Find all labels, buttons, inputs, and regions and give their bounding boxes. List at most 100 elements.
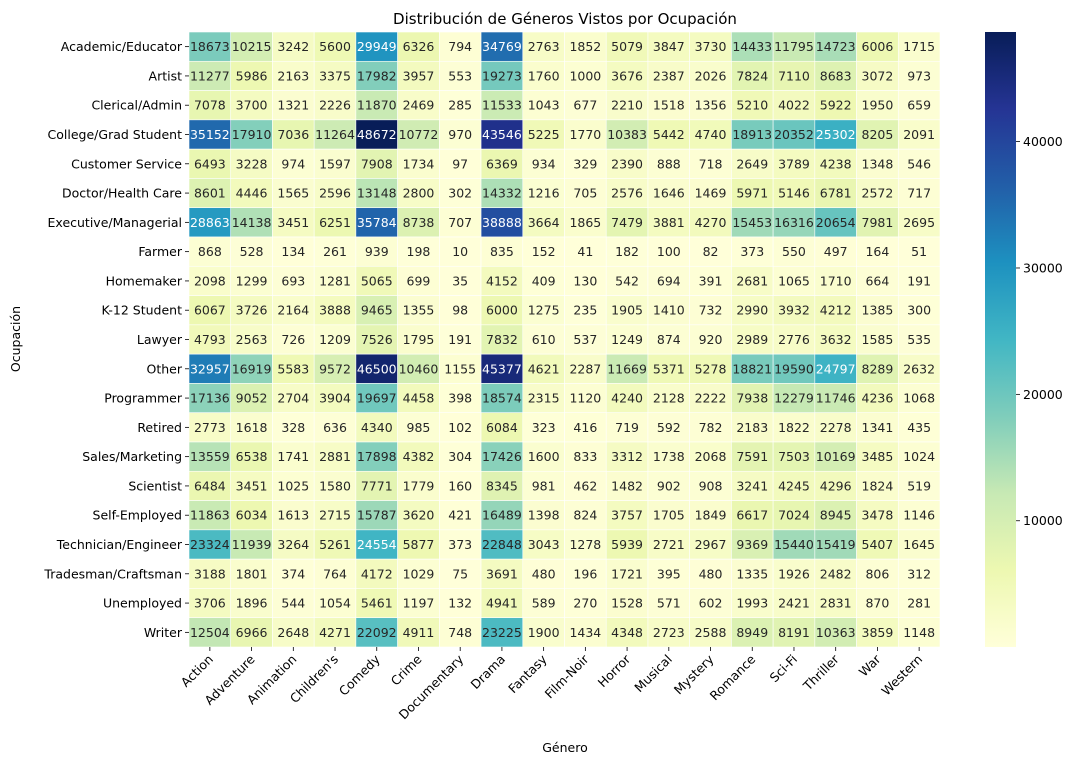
cell-value-label: 4236	[862, 391, 894, 406]
column-tick-label: Thriller	[799, 651, 842, 694]
cell-value-label: 3676	[611, 68, 643, 83]
row-tick-label: Scientist	[128, 478, 182, 493]
heatmap-cell	[897, 178, 941, 209]
heatmap-cell	[647, 207, 690, 238]
heatmap-cell	[522, 324, 565, 355]
cell-value-label: 5971	[736, 186, 768, 201]
heatmap-cell	[313, 90, 357, 121]
heatmap-cell	[605, 441, 649, 472]
cell-value-label: 3264	[277, 537, 309, 552]
cell-value-label: 602	[699, 596, 723, 611]
heatmap-cell	[522, 178, 565, 209]
cell-value-label: 528	[240, 244, 264, 259]
cell-value-label: 908	[699, 478, 723, 493]
cell-value-label: 939	[365, 244, 389, 259]
heatmap-cell	[355, 412, 398, 443]
cell-value-label: 4382	[403, 449, 435, 464]
cell-value-label: 1356	[695, 98, 727, 113]
cell-value-label: 7479	[611, 215, 643, 230]
heatmap-cell	[480, 265, 524, 296]
heatmap-cell	[355, 265, 398, 296]
cell-value-label: 102	[448, 420, 472, 435]
row-tick-label: Executive/Managerial	[48, 215, 182, 230]
cell-value-label: 152	[532, 244, 556, 259]
cell-value-label: 35	[452, 273, 468, 288]
heatmap-cell	[480, 470, 524, 501]
cell-value-label: 5146	[778, 186, 810, 201]
cell-value-label: 13559	[190, 449, 230, 464]
colorbar: 10000 20000 30000 40000	[985, 32, 1063, 647]
cell-value-label: 693	[281, 273, 305, 288]
heatmap-cell	[689, 588, 732, 619]
cell-value-label: 3451	[277, 215, 309, 230]
row-tick-label: Doctor/Health Care	[62, 186, 182, 201]
cell-value-label: 1148	[903, 625, 935, 640]
heatmap-cell	[647, 558, 690, 589]
cell-value-label: 5939	[611, 537, 643, 552]
cell-value-label: 7503	[778, 449, 810, 464]
row-tick-label: Tradesman/Craftsman	[43, 566, 182, 581]
cell-value-label: 2315	[528, 391, 560, 406]
cell-value-label: 11277	[190, 68, 230, 83]
cell-value-label: 11863	[190, 508, 230, 523]
cell-value-label: 98	[452, 303, 468, 318]
heatmap-cell	[480, 529, 524, 560]
cell-value-label: 1065	[778, 273, 810, 288]
heatmap-cell	[814, 529, 857, 560]
cell-value-label: 300	[907, 303, 931, 318]
heatmap-cell	[647, 470, 690, 501]
heatmap-cell	[439, 90, 482, 121]
heatmap-cell	[480, 31, 524, 62]
row-tick-label: Lawyer	[137, 332, 183, 347]
heatmap-cell	[897, 617, 941, 648]
column-tick-label: Action	[178, 652, 216, 690]
cell-value-label: 8945	[820, 508, 852, 523]
row-tick-label: Writer	[144, 625, 183, 640]
heatmap-cell	[439, 558, 482, 589]
cell-value-label: 17910	[232, 127, 272, 142]
cell-value-label: 553	[448, 68, 472, 83]
heatmap-cell	[230, 617, 273, 648]
heatmap-cell	[814, 295, 857, 326]
heatmap-cell	[397, 383, 440, 414]
heatmap-cell	[647, 353, 690, 384]
cell-value-label: 1993	[736, 596, 768, 611]
cell-value-label: 748	[448, 625, 472, 640]
cell-value-label: 2967	[695, 537, 727, 552]
cell-value-label: 4621	[528, 361, 560, 376]
cell-value-label: 1597	[319, 156, 351, 171]
heatmap-cell	[272, 383, 315, 414]
cell-value-label: 870	[865, 596, 889, 611]
cell-value-label: 416	[573, 420, 597, 435]
cell-value-label: 833	[573, 449, 597, 464]
cell-value-label: 2695	[903, 215, 935, 230]
cell-value-label: 14433	[732, 39, 772, 54]
cell-value-label: 285	[448, 98, 472, 113]
cell-value-label: 1770	[569, 127, 601, 142]
cell-value-label: 10363	[816, 625, 856, 640]
cell-value-label: 4271	[319, 625, 351, 640]
heatmap-cell	[355, 178, 398, 209]
column-tick-label: Film-Noir	[542, 651, 592, 701]
heatmap-cell	[564, 265, 607, 296]
heatmap-cell	[897, 558, 941, 589]
heatmap-cell	[480, 178, 524, 209]
cell-value-label: 1275	[528, 303, 560, 318]
cell-value-label: 2128	[653, 391, 685, 406]
cell-value-label: 3904	[319, 391, 351, 406]
cell-value-label: 11870	[357, 98, 397, 113]
cell-value-label: 1565	[277, 186, 309, 201]
column-tick-label: Crime	[388, 651, 425, 688]
heatmap-cell	[397, 236, 440, 267]
cell-value-label: 1715	[903, 39, 935, 54]
heatmap-cell	[772, 412, 816, 443]
heatmap-cell	[605, 60, 649, 91]
cell-value-label: 462	[573, 478, 597, 493]
colorbar-tick-label: 30000	[1023, 260, 1063, 275]
heatmap-cell	[814, 207, 857, 238]
heatmap-cell	[814, 31, 857, 62]
row-tick-label: Farmer	[138, 244, 182, 259]
cell-value-label: 6034	[236, 508, 268, 523]
heatmap-cell	[564, 500, 607, 531]
